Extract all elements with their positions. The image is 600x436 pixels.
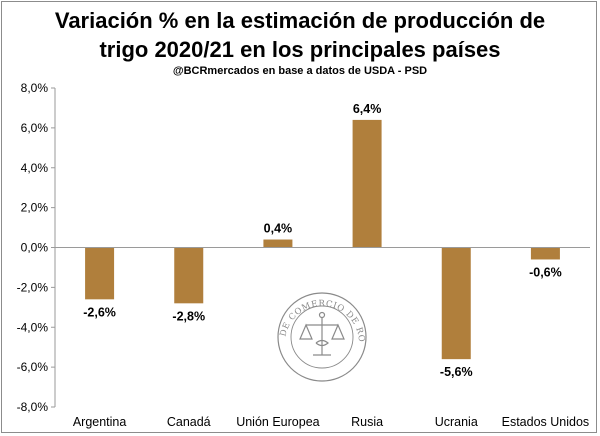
bar-rusia <box>353 120 382 248</box>
bar-estados-unidos <box>531 248 560 260</box>
y-tick-label: -8,0% <box>17 400 49 414</box>
x-category-label: Argentina <box>73 415 127 429</box>
y-tick-label: -6,0% <box>17 360 49 374</box>
y-tick-label: 2,0% <box>21 201 49 215</box>
y-tick-label: -2,0% <box>17 280 49 294</box>
x-category-label: Ucrania <box>435 415 478 429</box>
data-label: -0,6% <box>529 265 562 279</box>
x-category-label: Canadá <box>167 415 211 429</box>
y-tick-label: 8,0% <box>21 81 49 95</box>
data-label: -5,6% <box>440 365 473 379</box>
bar-unión-europea <box>263 240 292 248</box>
bar-canadá <box>174 248 203 304</box>
x-category-label: Estados Unidos <box>502 415 590 429</box>
data-label: 0,4% <box>264 222 293 236</box>
y-tick-label: 0,0% <box>21 241 49 255</box>
bar-ucrania <box>442 248 471 360</box>
axes-group: 8,0% 6,0% 4,0% 2,0% 0,0% -2,0% -4,0% -6,0% -8,0% <box>17 81 590 414</box>
data-label: -2,8% <box>172 309 205 323</box>
data-label: -2,6% <box>83 305 116 319</box>
y-tick-label: 4,0% <box>21 161 49 175</box>
x-category-label: Unión Europea <box>236 415 319 429</box>
data-label: 6,4% <box>353 102 382 116</box>
seal-scales-icon <box>300 313 344 356</box>
x-category-label: Rusia <box>351 415 383 429</box>
y-tick-label: -4,0% <box>17 320 49 334</box>
y-tick-label: 6,0% <box>21 121 49 135</box>
bar-argentina <box>85 248 114 300</box>
bar-chart: BOLSA DE COMERCIO DE ROSARIO 8,0%6,0%4,0… <box>0 0 600 436</box>
